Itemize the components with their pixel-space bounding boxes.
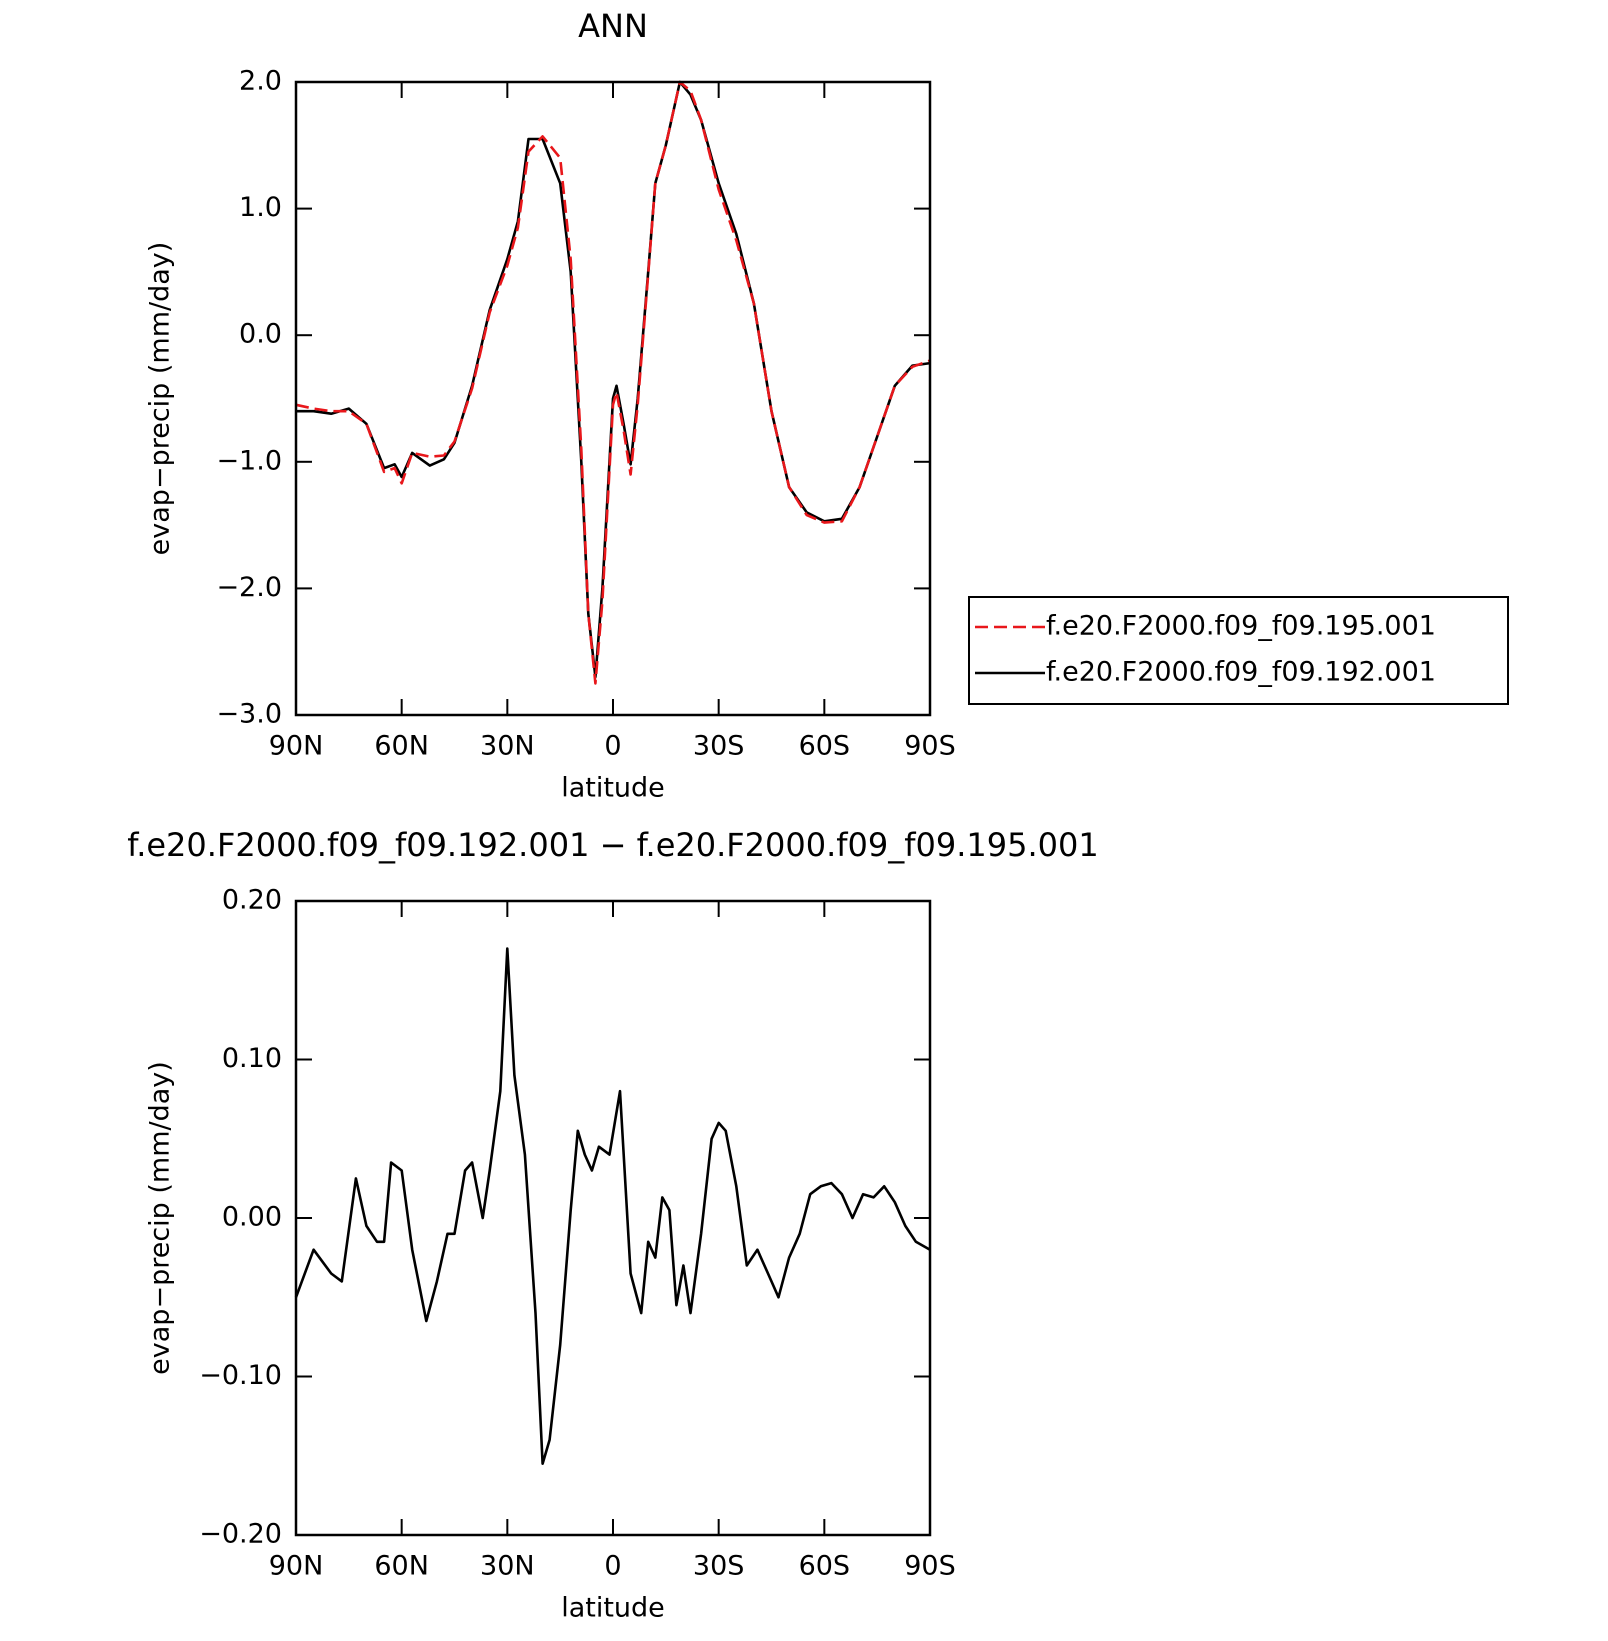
legend-label: f.e20.F2000.f09_f09.195.001 [1046, 611, 1436, 642]
x-tick-label: 0 [604, 1551, 621, 1582]
y-tick-label: 2.0 [239, 66, 282, 97]
y-tick-label: −3.0 [216, 699, 282, 730]
x-tick-label: 0 [604, 731, 621, 762]
x-tick-label: 30S [693, 1551, 745, 1582]
y-tick-label: −0.20 [199, 1519, 282, 1550]
x-tick-label: 60N [374, 1551, 429, 1582]
x-tick-label: 60S [799, 731, 851, 762]
x-axis-label: latitude [561, 773, 665, 804]
legend-box [968, 596, 1509, 705]
y-axis-label: evap−precip (mm/day) [145, 242, 176, 556]
x-tick-label: 60S [799, 1551, 851, 1582]
chart-title: f.e20.F2000.f09_f09.192.001 − f.e20.F200… [127, 826, 1099, 864]
x-axis-label: latitude [561, 1593, 665, 1624]
y-tick-label: −2.0 [216, 572, 282, 603]
x-tick-label: 60N [374, 731, 429, 762]
chart-title: ANN [578, 7, 648, 45]
y-tick-label: −0.10 [199, 1360, 282, 1391]
y-axis-label: evap−precip (mm/day) [145, 1061, 176, 1375]
x-tick-label: 30S [693, 731, 745, 762]
data-line [295, 80, 931, 685]
x-tick-label: 30N [480, 1551, 535, 1582]
y-tick-label: 0.10 [222, 1043, 282, 1074]
y-tick-label: 0.0 [239, 319, 282, 350]
x-tick-label: 90S [904, 1551, 956, 1582]
plot-frame [294, 899, 932, 1537]
x-tick-label: 90N [269, 1551, 324, 1582]
y-tick-label: 0.20 [222, 885, 282, 916]
y-tick-label: 0.00 [222, 1202, 282, 1233]
x-tick-label: 90S [904, 731, 956, 762]
data-line [294, 947, 931, 1465]
data-line [296, 80, 931, 679]
x-tick-label: 30N [480, 731, 535, 762]
plot-frame [294, 80, 932, 717]
legend-label: f.e20.F2000.f09_f09.192.001 [1046, 657, 1436, 688]
y-tick-label: 1.0 [239, 192, 282, 223]
y-tick-label: −1.0 [216, 445, 282, 476]
x-tick-label: 90N [269, 731, 324, 762]
